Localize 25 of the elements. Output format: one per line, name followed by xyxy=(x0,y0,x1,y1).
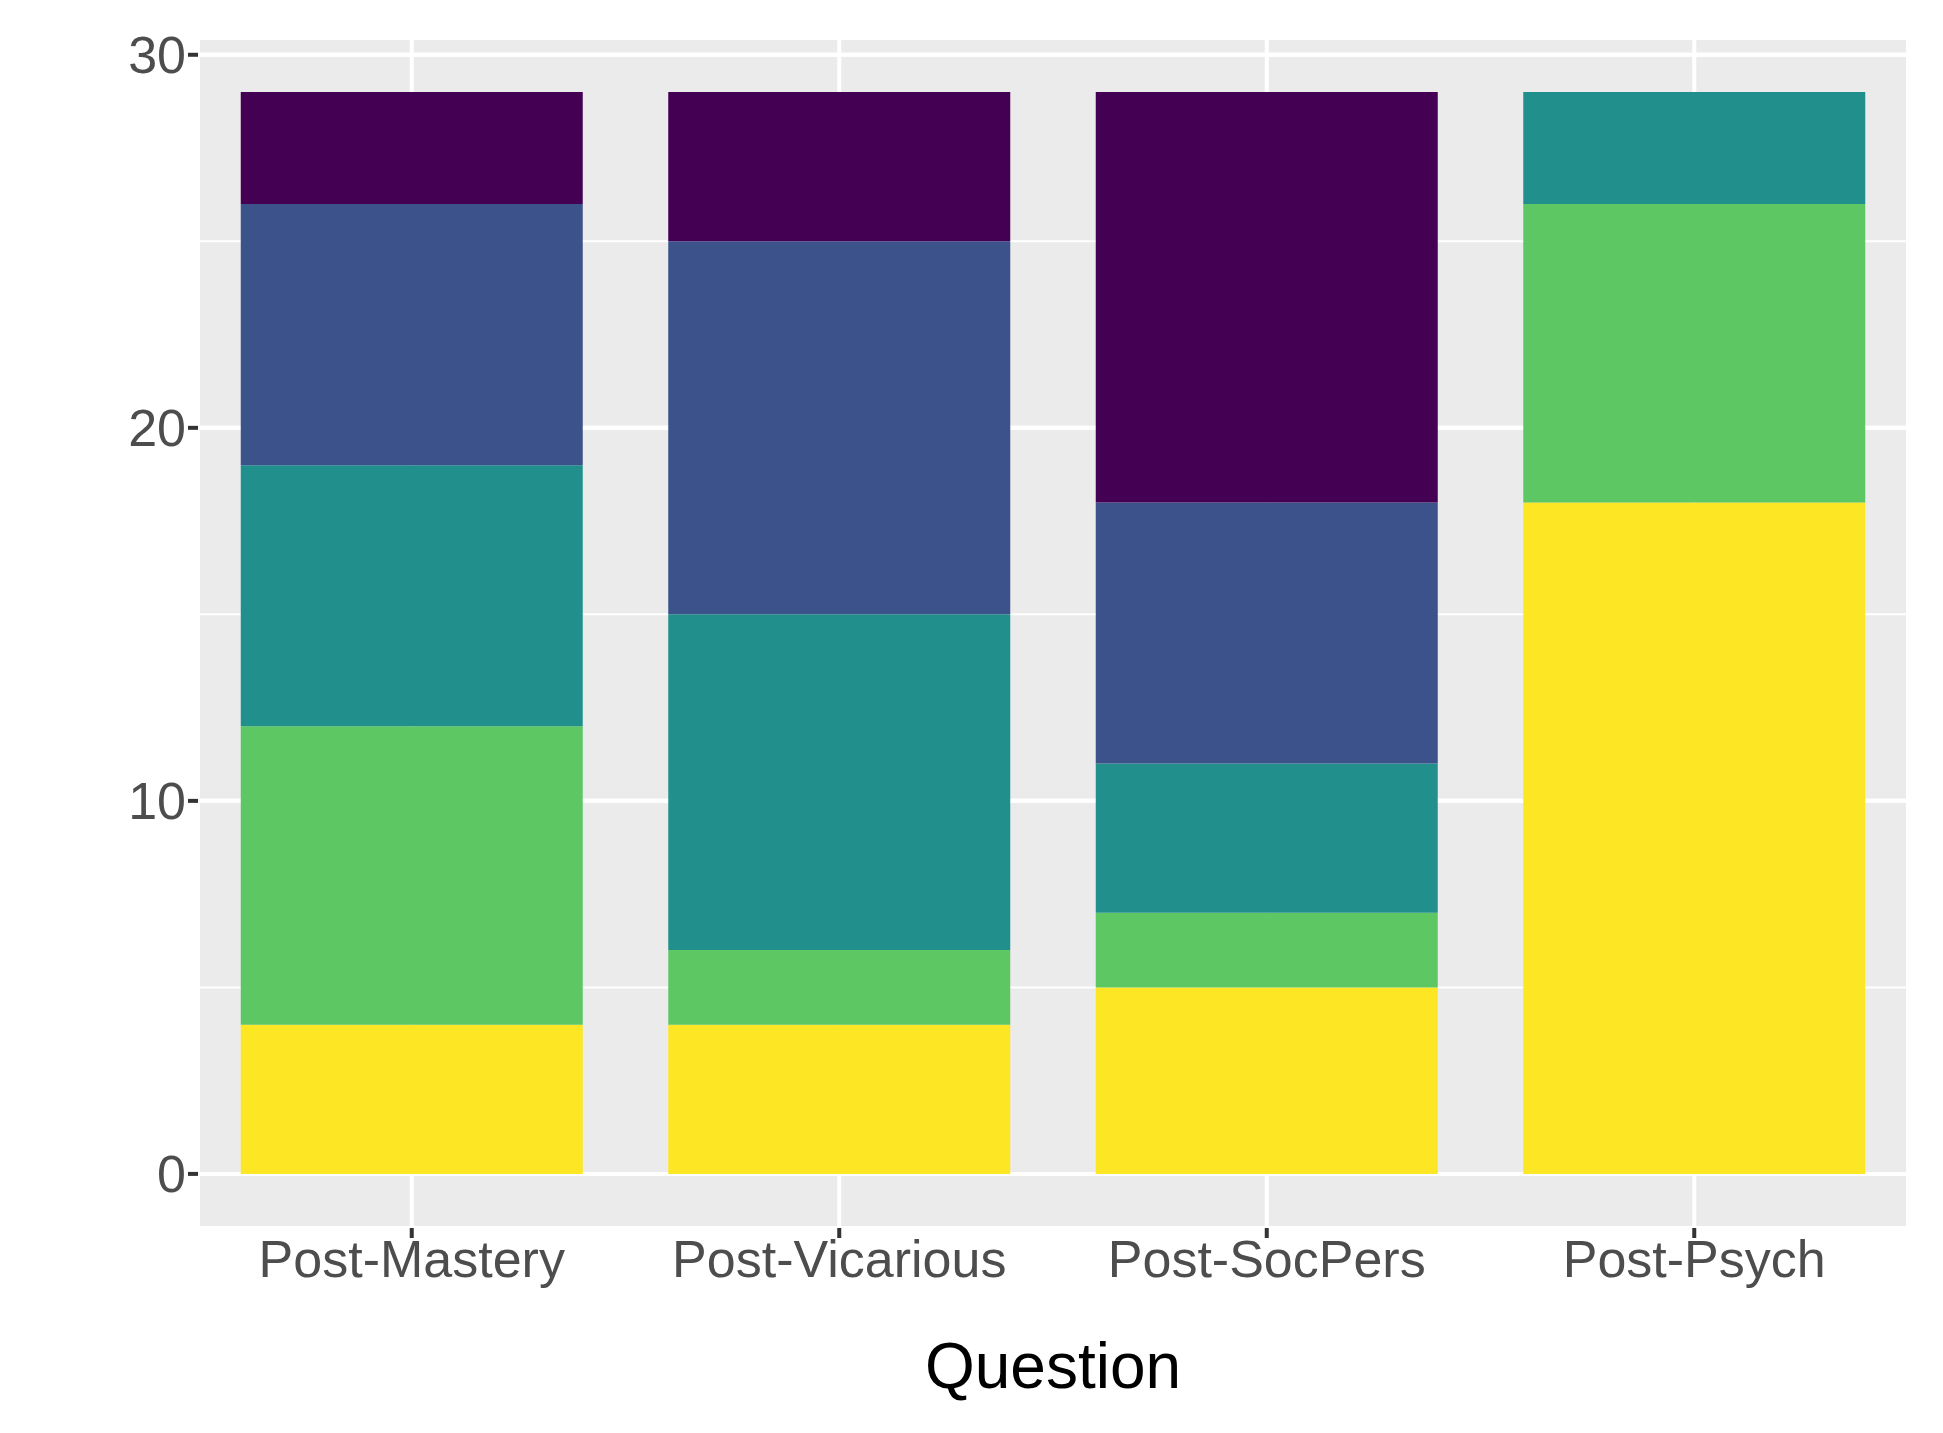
y-tick-label: 20 xyxy=(128,399,186,458)
bar xyxy=(668,241,1011,615)
y-tick-label: 10 xyxy=(128,772,186,831)
bar xyxy=(240,1024,583,1174)
y-tick-label: 30 xyxy=(128,26,186,85)
bar xyxy=(1095,763,1438,913)
x-tick-label: Post-Mastery xyxy=(258,1229,565,1288)
bar xyxy=(668,950,1011,1025)
bar xyxy=(668,614,1011,951)
bar xyxy=(1523,92,1866,204)
x-tick-label: Post-SocPers xyxy=(1107,1229,1426,1288)
bar xyxy=(1095,912,1438,988)
bar xyxy=(1095,987,1438,1174)
bar xyxy=(668,92,1011,242)
y-tick-label: 0 xyxy=(157,1145,186,1204)
x-tick-label: Post-Vicarious xyxy=(672,1229,1007,1288)
bar xyxy=(240,92,583,204)
x-axis-title: Question xyxy=(924,1330,1182,1402)
bar xyxy=(668,1024,1011,1174)
bar xyxy=(240,726,583,1025)
bar xyxy=(1095,502,1438,764)
bar xyxy=(1523,204,1866,503)
bar xyxy=(240,204,583,466)
bar xyxy=(240,465,583,727)
x-tick-label: Post-Psych xyxy=(1562,1229,1826,1288)
